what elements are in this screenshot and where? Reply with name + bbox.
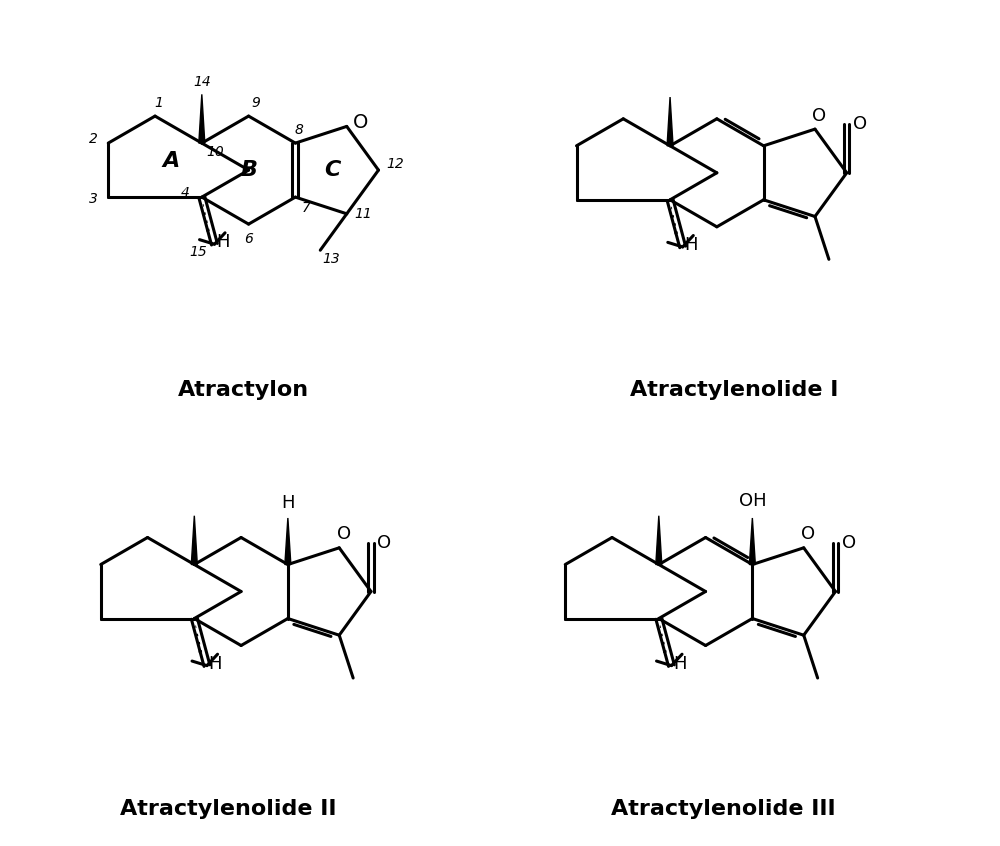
Text: H: H bbox=[673, 655, 687, 673]
Text: C: C bbox=[324, 160, 341, 180]
Text: 15: 15 bbox=[189, 244, 207, 259]
Text: 2: 2 bbox=[89, 132, 98, 146]
Text: 9: 9 bbox=[252, 96, 261, 110]
Text: Atractylenolide II: Atractylenolide II bbox=[120, 799, 337, 819]
Text: 3: 3 bbox=[89, 191, 98, 206]
Text: O: O bbox=[353, 113, 368, 132]
Text: A: A bbox=[162, 151, 179, 171]
Text: H: H bbox=[209, 655, 222, 673]
Polygon shape bbox=[285, 518, 291, 564]
Text: 10: 10 bbox=[206, 146, 224, 159]
Text: 6: 6 bbox=[244, 232, 253, 246]
Text: 11: 11 bbox=[354, 206, 372, 221]
Text: 7: 7 bbox=[302, 201, 311, 216]
Polygon shape bbox=[199, 95, 205, 143]
Text: 14: 14 bbox=[193, 74, 211, 89]
Text: H: H bbox=[216, 233, 230, 251]
Text: 1: 1 bbox=[154, 96, 163, 110]
Text: Atractylenolide III: Atractylenolide III bbox=[611, 799, 835, 819]
Text: O: O bbox=[812, 107, 827, 124]
Polygon shape bbox=[749, 518, 755, 564]
Text: 8: 8 bbox=[295, 123, 304, 136]
Text: O: O bbox=[801, 525, 815, 543]
Polygon shape bbox=[667, 97, 673, 146]
Text: 12: 12 bbox=[386, 157, 404, 171]
Text: 13: 13 bbox=[323, 252, 340, 266]
Text: O: O bbox=[853, 115, 867, 133]
Text: H: H bbox=[281, 494, 295, 512]
Polygon shape bbox=[191, 516, 197, 564]
Text: 4: 4 bbox=[181, 186, 190, 201]
Text: H: H bbox=[684, 236, 698, 254]
Polygon shape bbox=[656, 516, 662, 564]
Text: Atractylenolide I: Atractylenolide I bbox=[630, 380, 838, 399]
Text: O: O bbox=[842, 534, 856, 552]
Text: B: B bbox=[240, 160, 257, 180]
Text: Atractylon: Atractylon bbox=[178, 380, 309, 399]
Text: O: O bbox=[337, 525, 351, 543]
Text: O: O bbox=[377, 534, 392, 552]
Text: OH: OH bbox=[739, 492, 766, 510]
